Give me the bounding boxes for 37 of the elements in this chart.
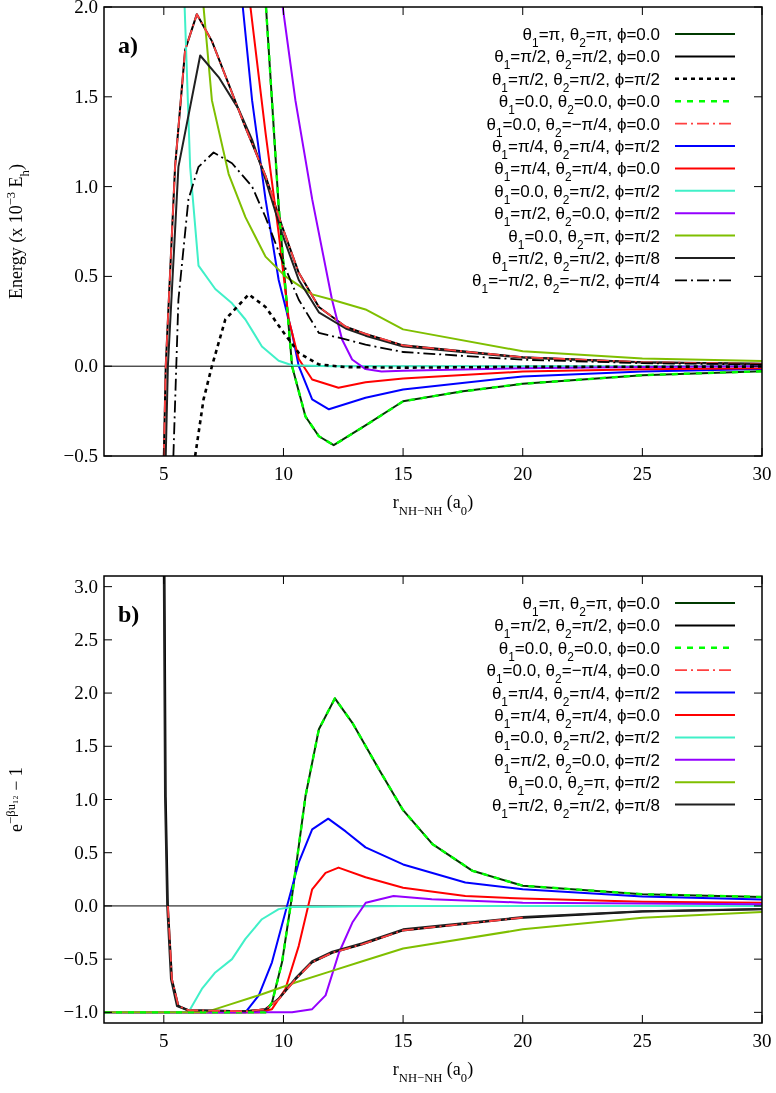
y-tick-label: 1.0 <box>74 175 98 197</box>
x-tick-label: 25 <box>632 1030 652 1051</box>
legend-label: θ$_{1}$=−π/2, θ$_{2}$=−π/2, ϕ=π/4 <box>472 271 660 297</box>
x-tick-label: 15 <box>393 1030 413 1051</box>
y-tick-label: 2.0 <box>74 682 98 704</box>
y-tick-label: −0.5 <box>63 445 98 466</box>
legend-label: θ$_{1}$=π/4, θ$_{2}$=π/4, ϕ=π/2 <box>491 137 660 162</box>
y-tick-label: 3.0 <box>74 575 98 597</box>
y-tick-label: −0.5 <box>63 948 98 970</box>
legend-label: θ$_{1}$=π/2, θ$_{2}$=π/2, ϕ=π/8 <box>491 249 660 274</box>
x-tick-label: 20 <box>513 1030 533 1051</box>
x-tick-label: 25 <box>632 463 652 484</box>
y-tick-label: 0.0 <box>74 894 98 916</box>
y-tick-label: 0.0 <box>74 355 98 377</box>
legend-label: θ$_{1}$=π/4, θ$_{2}$=π/4, ϕ=0.0 <box>494 706 660 731</box>
x-axis-title: r$_{NH−NH}$ (a$_{0}$) <box>392 1059 474 1085</box>
x-tick-label: 30 <box>752 1030 772 1051</box>
x-tick-label: 5 <box>159 1030 169 1051</box>
x-tick-label: 10 <box>273 1030 293 1051</box>
legend-label: θ$_{1}$=π, θ$_{2}$=π, ϕ=0.0 <box>522 594 660 619</box>
x-tick-label: 20 <box>513 463 533 484</box>
y-tick-label: 2.0 <box>74 0 98 17</box>
x-tick-label: 30 <box>752 463 772 484</box>
x-tick-label: 15 <box>393 463 413 484</box>
y-tick-label: 1.0 <box>74 788 98 810</box>
x-tick-label: 10 <box>273 463 293 484</box>
y-tick-label: 2.5 <box>74 628 98 650</box>
y-tick-label: −1.0 <box>63 1001 98 1023</box>
y-tick-label: 1.5 <box>74 85 98 107</box>
y-tick-label: 0.5 <box>74 265 98 287</box>
legend-label: θ$_{1}$=π, θ$_{2}$=π, ϕ=0.0 <box>522 25 660 50</box>
text: b) <box>118 601 140 627</box>
y-tick-label: 1.5 <box>74 735 98 757</box>
x-tick-label: 5 <box>159 463 169 484</box>
y-tick-label: 0.5 <box>74 841 98 863</box>
text: a) <box>118 32 138 58</box>
x-axis-title: r$_{NH−NH}$ (a$_{0}$) <box>392 492 474 518</box>
